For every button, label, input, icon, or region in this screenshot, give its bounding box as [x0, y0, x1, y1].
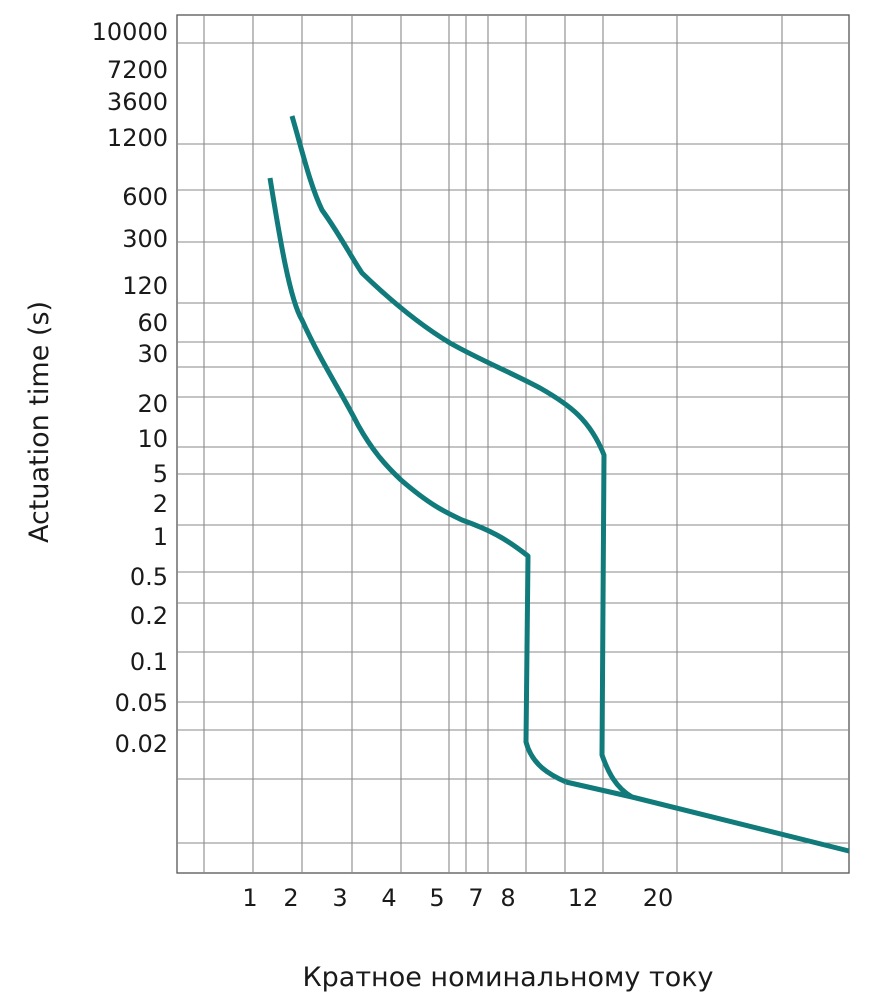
x-tick-label: 3	[332, 884, 347, 912]
x-tick-label: 1	[242, 884, 257, 912]
y-tick-label: 2	[153, 490, 168, 518]
x-tick-label: 4	[381, 884, 396, 912]
y-tick-label: 1	[153, 523, 168, 551]
y-tick-label: 1200	[107, 124, 168, 152]
grid-layer	[176, 14, 850, 874]
curve-layer	[267, 115, 850, 854]
y-tick-label: 10	[137, 425, 168, 453]
y-tick-label: 0.5	[130, 563, 168, 591]
y-tick-label: 300	[122, 225, 168, 253]
curve-common-tail	[565, 779, 850, 854]
y-tick-label: 0.1	[130, 648, 168, 676]
y-tick-label: 20	[137, 390, 168, 418]
x-axis-label: Кратное номинальному току	[302, 962, 713, 993]
y-axis-label: Actuation time (s)	[24, 301, 55, 543]
x-tick-label: 12	[568, 884, 599, 912]
y-tick-label: 120	[122, 272, 168, 300]
curve-upper-series	[289, 115, 634, 800]
curve-lower-series	[267, 177, 568, 785]
y-tick-label: 60	[137, 309, 168, 337]
y-tick-label: 0.02	[115, 730, 168, 758]
y-tick-label: 600	[122, 183, 168, 211]
x-tick-labels: 1 2 3 4 5 7 8 12 20	[242, 884, 673, 912]
y-tick-labels: 10000 7200 3600 1200 600 300 120 60 30 20 10 52 1 0.5…	[92, 18, 168, 758]
x-tick-label: 20	[643, 884, 674, 912]
y-tick-label: 10000	[92, 18, 168, 46]
y-tick-label: 7200	[107, 56, 168, 84]
y-tick-label: 0.2	[130, 602, 168, 630]
x-tick-label: 8	[500, 884, 515, 912]
y-tick-label: 0.05	[115, 689, 168, 717]
x-tick-label: 7	[468, 884, 483, 912]
x-tick-label: 2	[283, 884, 298, 912]
y-tick-label: 5	[153, 460, 168, 488]
y-tick-label: 30	[137, 340, 168, 368]
x-tick-label: 5	[429, 884, 444, 912]
plot-border	[176, 14, 850, 874]
y-tick-label: 3600	[107, 88, 168, 116]
